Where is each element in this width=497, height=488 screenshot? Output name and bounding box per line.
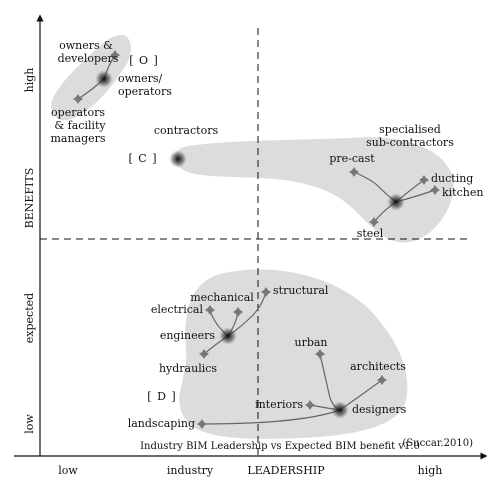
pre-cast-label: pre-cast xyxy=(329,152,375,165)
landscaping-label: landscaping xyxy=(128,417,195,430)
node-pre-cast xyxy=(349,167,359,177)
hydraulics-label: hydraulics xyxy=(159,362,217,375)
y-axis-expected-label: expected xyxy=(23,293,36,343)
structural-label: structural xyxy=(273,284,329,297)
citation: (Succar.2010) xyxy=(402,438,473,449)
node-hydraulics xyxy=(199,349,209,359)
region-contractors xyxy=(175,137,454,243)
owners-operators-label-1: owners/ xyxy=(118,72,163,85)
group-o-label: [ O ] xyxy=(129,54,159,67)
group-d-label: [ D ] xyxy=(147,390,176,403)
node-ducting xyxy=(419,175,429,185)
steel-label: steel xyxy=(357,227,384,240)
leaf-nodes xyxy=(73,50,440,429)
owners-operators-label-2: operators xyxy=(118,85,172,98)
y-axis-title: BENEFITS xyxy=(23,168,36,229)
mechanical-label: mechanical xyxy=(190,291,254,304)
owners-developers-label-2: developers xyxy=(58,52,119,65)
hub-contractors xyxy=(169,150,187,168)
x-axis-low-label: low xyxy=(58,464,78,477)
specialised-title-line2: sub-contractors xyxy=(366,136,454,149)
node-landscaping xyxy=(197,419,207,429)
operators-fm-label-3: managers xyxy=(50,132,105,145)
node-owners-developers xyxy=(110,50,120,60)
urban-label: urban xyxy=(294,336,327,349)
node-mechanical xyxy=(233,307,243,317)
engineers-label: engineers xyxy=(160,329,216,342)
x-axis-industry-label: industry xyxy=(167,464,214,477)
node-operators-fm xyxy=(73,94,83,104)
y-axis-low-label: low xyxy=(23,414,36,434)
hub-owners-operators xyxy=(95,70,113,88)
group-c-label: [ C ] xyxy=(129,152,158,165)
x-axis-title: LEADERSHIP xyxy=(247,464,325,477)
hub-engineers xyxy=(219,327,237,345)
designers-label: designers xyxy=(352,403,407,416)
node-electrical xyxy=(205,305,215,315)
node-steel xyxy=(369,217,379,227)
node-kitchen xyxy=(430,185,440,195)
owners-developers-label-1: owners & xyxy=(59,39,113,52)
architects-label: architects xyxy=(350,360,406,373)
y-axis-high-label: high xyxy=(23,68,36,93)
x-axis-high-label: high xyxy=(418,464,443,477)
ducting-label: ducting xyxy=(431,172,473,185)
hub-nodes xyxy=(95,70,405,419)
node-interiors xyxy=(305,400,315,410)
hub-designers xyxy=(331,401,349,419)
operators-fm-label-2: & facility xyxy=(54,119,106,132)
electrical-label: electrical xyxy=(151,303,204,316)
operators-fm-label-1: operators xyxy=(51,106,105,119)
interiors-label: interiors xyxy=(255,398,303,411)
specialised-title-line1: specialised xyxy=(379,123,441,136)
contractors-title: contractors xyxy=(154,124,219,137)
caption: Industry BIM Leadership vs Expected BIM … xyxy=(140,441,420,452)
node-urban xyxy=(315,349,325,359)
kitchen-label: kitchen xyxy=(442,186,483,199)
node-architects xyxy=(377,375,387,385)
node-structural xyxy=(261,287,271,297)
hub-specialised xyxy=(387,193,405,211)
region-owners xyxy=(51,34,131,121)
